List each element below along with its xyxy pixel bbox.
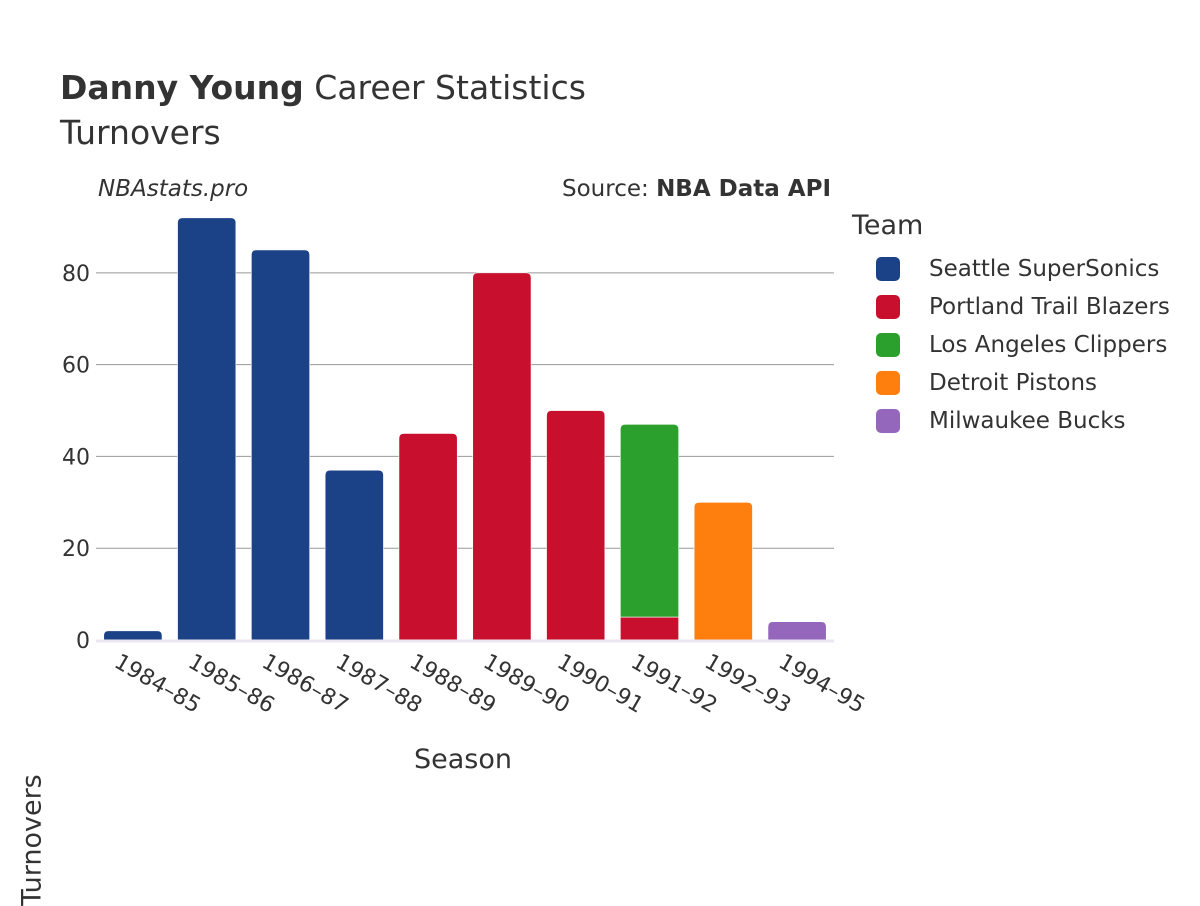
y-tick-label: 0 bbox=[76, 629, 90, 654]
chart-title: Danny Young Career Statistics bbox=[60, 66, 586, 110]
bar-1990–91 bbox=[546, 410, 606, 641]
legend-label: Detroit Pistons bbox=[929, 370, 1098, 396]
bar-1991–92 bbox=[620, 616, 679, 641]
bar-1987–88 bbox=[324, 469, 384, 641]
legend-title: Team bbox=[852, 210, 924, 241]
player-name: Danny Young bbox=[60, 68, 304, 107]
source-name: NBA Data API bbox=[656, 176, 831, 202]
legend-label: Milwaukee Bucks bbox=[929, 408, 1126, 434]
legend-item[interactable]: Seattle SuperSonics bbox=[876, 250, 1170, 288]
legend-swatch bbox=[876, 295, 900, 319]
watermark: NBAstats.pro bbox=[98, 176, 249, 202]
legend-item[interactable]: Milwaukee Bucks bbox=[876, 402, 1170, 440]
y-tick-label: 80 bbox=[62, 262, 90, 287]
legend-label: Seattle SuperSonics bbox=[929, 256, 1160, 282]
legend-swatch bbox=[876, 409, 900, 433]
x-axis-label: Season bbox=[414, 744, 512, 775]
title-rest: Career Statistics bbox=[303, 68, 586, 107]
legend-swatch bbox=[876, 333, 900, 357]
legend-label: Los Angeles Clippers bbox=[929, 332, 1168, 358]
y-tick-label: 60 bbox=[62, 354, 90, 379]
bar-1989–90 bbox=[472, 272, 532, 641]
bar-chart: 0204060801984–851985–861986–871987–88198… bbox=[62, 217, 869, 719]
legend-swatch bbox=[876, 371, 900, 395]
y-tick-label: 40 bbox=[62, 445, 90, 470]
legend-item[interactable]: Portland Trail Blazers bbox=[876, 288, 1170, 326]
chart-subtitle: Turnovers bbox=[60, 113, 221, 152]
bar-1988–89 bbox=[398, 433, 458, 641]
bar-1985–86 bbox=[177, 217, 237, 641]
legend-item[interactable]: Detroit Pistons bbox=[876, 364, 1170, 402]
y-tick-label: 20 bbox=[62, 537, 90, 562]
source-prefix: Source: bbox=[562, 176, 657, 202]
legend-item[interactable]: Los Angeles Clippers bbox=[876, 326, 1170, 364]
bar-1991–92 bbox=[620, 423, 679, 618]
bar-1984–85 bbox=[103, 630, 163, 641]
bar-1986–87 bbox=[251, 249, 310, 641]
bar-1992–93 bbox=[693, 502, 753, 641]
legend: Seattle SuperSonics Portland Trail Blazer… bbox=[876, 250, 1170, 440]
legend-swatch bbox=[876, 257, 900, 281]
source-credit: Source: NBA Data API bbox=[562, 176, 831, 202]
y-axis-label: Turnovers bbox=[16, 774, 48, 906]
bar-1994–95 bbox=[767, 621, 827, 641]
legend-label: Portland Trail Blazers bbox=[929, 294, 1170, 320]
